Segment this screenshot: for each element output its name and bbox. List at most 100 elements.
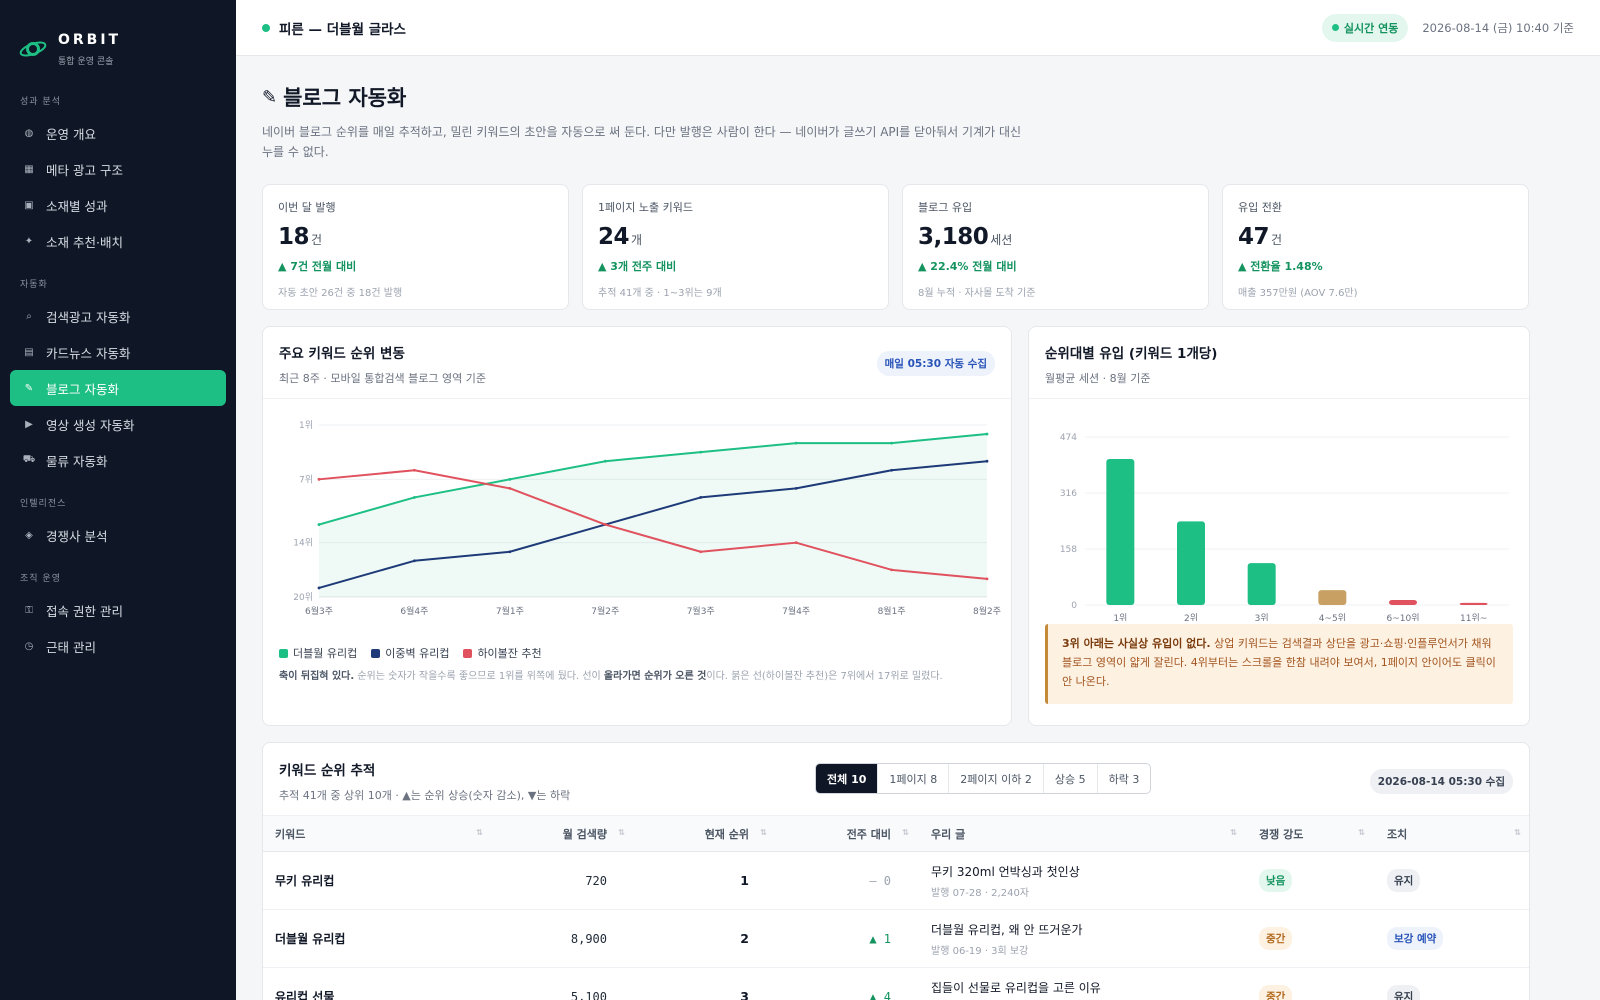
competition-cell: 중간 xyxy=(1247,967,1375,1000)
sidebar-item-label: 접속 권한 관리 xyxy=(46,603,123,619)
filter-segment[interactable]: 상승 5 xyxy=(1044,764,1098,793)
sidebar-item-label: 검색광고 자동화 xyxy=(46,309,131,325)
truck-icon: ⛟ xyxy=(22,453,36,465)
filter-segmented-control: 전체 10 1페이지 8 2페이지 이하 2 상승 5 하락 3 xyxy=(815,763,1152,794)
kpi-label: 1페이지 노출 키워드 xyxy=(598,201,693,214)
kpi-value: 18 xyxy=(278,224,310,250)
sidebar-item[interactable]: ⌕ 검색광고 자동화 xyxy=(10,298,226,334)
callout-text: 상업 키워드는 검색결과 상단을 광고·쇼핑·인플루언서가 채워 블로그 영역이… xyxy=(1062,637,1496,688)
volume-cell: 720 xyxy=(493,851,635,910)
brand[interactable]: ORBIT 통합 운영 콘솔 xyxy=(0,0,236,76)
action-button[interactable]: 보강 예약 xyxy=(1387,927,1444,950)
sidebar-item-label: 운영 개요 xyxy=(46,126,96,142)
nav-section-title: 조직 운영 xyxy=(20,574,61,584)
sidebar-item[interactable]: ▦ 메타 광고 구조 xyxy=(10,151,226,187)
kpi-value: 24 xyxy=(598,224,630,250)
sidebar-item[interactable]: ▣ 소재별 성과 xyxy=(10,187,226,223)
sidebar-item[interactable]: ◷ 근태 관리 xyxy=(10,628,226,664)
sidebar-item[interactable]: ◍ 운영 개요 xyxy=(10,115,226,151)
sidebar-item[interactable]: ▶ 영상 생성 자동화 xyxy=(10,406,226,442)
series-point xyxy=(699,550,703,554)
column-header[interactable]: 월 검색량 ⇅ xyxy=(493,815,635,852)
action-button[interactable]: 유지 xyxy=(1387,985,1421,1000)
action-button[interactable]: 유지 xyxy=(1387,869,1421,892)
kpi-footnote: 자동 초안 26건 중 18건 발행 xyxy=(278,288,403,299)
bar xyxy=(1106,458,1135,605)
topbar: 피른 — 더블월 글라스 실시간 연동 2026-08-14 (금) 10:40… xyxy=(236,0,1600,56)
post-title-link[interactable]: 집들이 선물로 유리컵을 고른 이유 xyxy=(931,980,1101,995)
sidebar-item[interactable]: ⚿ 접속 권한 관리 xyxy=(10,592,226,628)
post-title-link[interactable]: 더블월 유리컵, 왜 안 뜨거운가 xyxy=(931,922,1083,937)
action-cell: 유지 xyxy=(1375,967,1529,1000)
column-header[interactable]: 조치 ⇅ xyxy=(1375,815,1529,852)
series-point xyxy=(413,468,416,472)
sidebar-item[interactable]: ⛟ 물류 자동화 xyxy=(10,442,226,478)
y-tick-label: 14위 xyxy=(293,538,313,549)
delta-cell: — 0 xyxy=(777,851,919,910)
filter-segment[interactable]: 2페이지 이하 2 xyxy=(949,764,1044,793)
kpi-delta: ▲ 7건 전월 대비 xyxy=(278,260,357,273)
play-icon: ▶ xyxy=(25,418,33,430)
sort-icon[interactable]: ⇅ xyxy=(476,828,483,837)
callout-bold: 3위 아래는 사실상 유입이 없다. xyxy=(1062,637,1211,650)
column-header[interactable]: 키워드 ⇅ xyxy=(263,815,493,852)
filter-segment[interactable]: 하락 3 xyxy=(1108,772,1140,786)
rank-chart-subtitle: 최근 8주 · 모바일 통합검색 블로그 영역 기준 xyxy=(279,372,487,385)
sort-icon[interactable]: ⇅ xyxy=(1514,828,1521,837)
filter-segment[interactable]: 전체 10 xyxy=(816,764,879,793)
sidebar-item-label: 근태 관리 xyxy=(46,639,96,655)
rank-chart-title: 주요 키워드 순위 변동 xyxy=(279,346,405,362)
live-dot-icon xyxy=(1331,24,1339,31)
table-row[interactable]: 더블월 유리컵 8,900 2 ▲ 1 더블월 유리컵, 왜 안 뜨거운가 발행 06-1… xyxy=(263,909,1529,968)
table-icon: ▦ xyxy=(24,163,34,175)
bar-chart-title: 순위대별 유입 (키워드 1개당) xyxy=(1045,346,1218,362)
x-tick-label: 7월4주 xyxy=(782,605,810,617)
legend-item: 하이볼잔 추천 xyxy=(463,645,542,661)
kpi-label: 이번 달 발행 xyxy=(278,201,336,214)
action-cell: 유지 xyxy=(1375,851,1529,910)
page-title-text: 블로그 자동화 xyxy=(283,86,407,110)
kpi-card: 유입 전환 47 건 ▲ 전환율 1.48% 매출 357만원 (AOV 7.6만) xyxy=(1222,184,1529,310)
sort-icon[interactable]: ⇅ xyxy=(1358,828,1365,837)
column-header[interactable]: 현재 순위 ⇅ xyxy=(635,815,777,852)
legend-swatch xyxy=(463,648,473,658)
filter-segment[interactable]: 1페이지 8 xyxy=(878,764,950,793)
x-tick-label: 6~10위 xyxy=(1387,613,1420,621)
sidebar-nav: 성과 분석 ◍ 운영 개요 ▦ 메타 광고 구조 ▣ 소재별 성과 ✦ 소재 추천·배치 자동화 ⌕… xyxy=(0,94,236,664)
sidebar-item[interactable]: ◈ 경쟁사 분석 xyxy=(10,517,226,553)
cards-icon: ▤ xyxy=(24,346,34,358)
column-header-label: 조치 xyxy=(1387,827,1408,841)
sidebar-item-label: 소재 추천·배치 xyxy=(46,234,123,250)
sort-icon[interactable]: ⇅ xyxy=(760,828,767,837)
sidebar-item[interactable]: ✎ 블로그 자동화 xyxy=(10,370,226,406)
sort-icon[interactable]: ⇅ xyxy=(1230,828,1237,837)
column-header[interactable]: 전주 대비 ⇅ xyxy=(777,815,919,852)
kpi-card: 블로그 유입 3,180 세션 ▲ 22.4% 전월 대비 8월 누적 · 자사몰 도착… xyxy=(902,184,1209,310)
post-title-link[interactable]: 무키 320ml 언박싱과 첫인상 xyxy=(931,864,1080,879)
sort-icon[interactable]: ⇅ xyxy=(618,828,625,837)
data-timestamp: 2026-08-14 (금) 10:40 기준 xyxy=(1422,20,1574,35)
rank-cell: 1 xyxy=(635,851,777,910)
live-sync-label: 실시간 연동 xyxy=(1343,21,1399,35)
series-point xyxy=(890,441,893,445)
rank-chart-legend: 더블월 유리컵 이중벽 유리컵 하이볼잔 추천 xyxy=(279,645,556,661)
y-tick-label: 158 xyxy=(1060,545,1077,555)
brand-name: ORBIT xyxy=(58,31,122,48)
rank-cell: 3 xyxy=(635,967,777,1000)
sidebar-item[interactable]: ✦ 소재 추천·배치 xyxy=(10,223,226,259)
sidebar-item[interactable]: ▤ 카드뉴스 자동화 xyxy=(10,334,226,370)
table-row[interactable]: 무키 유리컵 720 1— 0 무키 320ml 언박싱과 첫인상 발행 07-28 ·… xyxy=(263,851,1529,910)
competition-badge: 중간 xyxy=(1259,985,1293,1000)
legend-swatch xyxy=(371,648,381,658)
rank-line-chart: 1위 7위 14위 20위 6월3주 6월4주 7월1주 7월2주 7월3주 7월4주 8월1주 8월… xyxy=(293,420,1001,617)
x-tick-label: 3위 xyxy=(1255,613,1269,621)
kpi-card: 이번 달 발행 18 건 ▲ 7건 전월 대비 자동 초안 26건 중 18건 발행 xyxy=(262,184,569,310)
sort-icon[interactable]: ⇅ xyxy=(902,828,909,837)
store-name[interactable]: 피른 — 더블월 글라스 xyxy=(279,21,406,38)
column-header[interactable]: 우리 글 ⇅ xyxy=(919,815,1247,852)
column-header[interactable]: 경쟁 강도 ⇅ xyxy=(1247,815,1375,852)
bar-chart-header: 순위대별 유입 (키워드 1개당) 월평균 세션 · 8월 기준 xyxy=(1029,327,1529,399)
rank-chart-header: 주요 키워드 순위 변동 최근 8주 · 모바일 통합검색 블로그 영역 기준 … xyxy=(263,327,1011,399)
diamond-icon: ◈ xyxy=(25,529,33,541)
